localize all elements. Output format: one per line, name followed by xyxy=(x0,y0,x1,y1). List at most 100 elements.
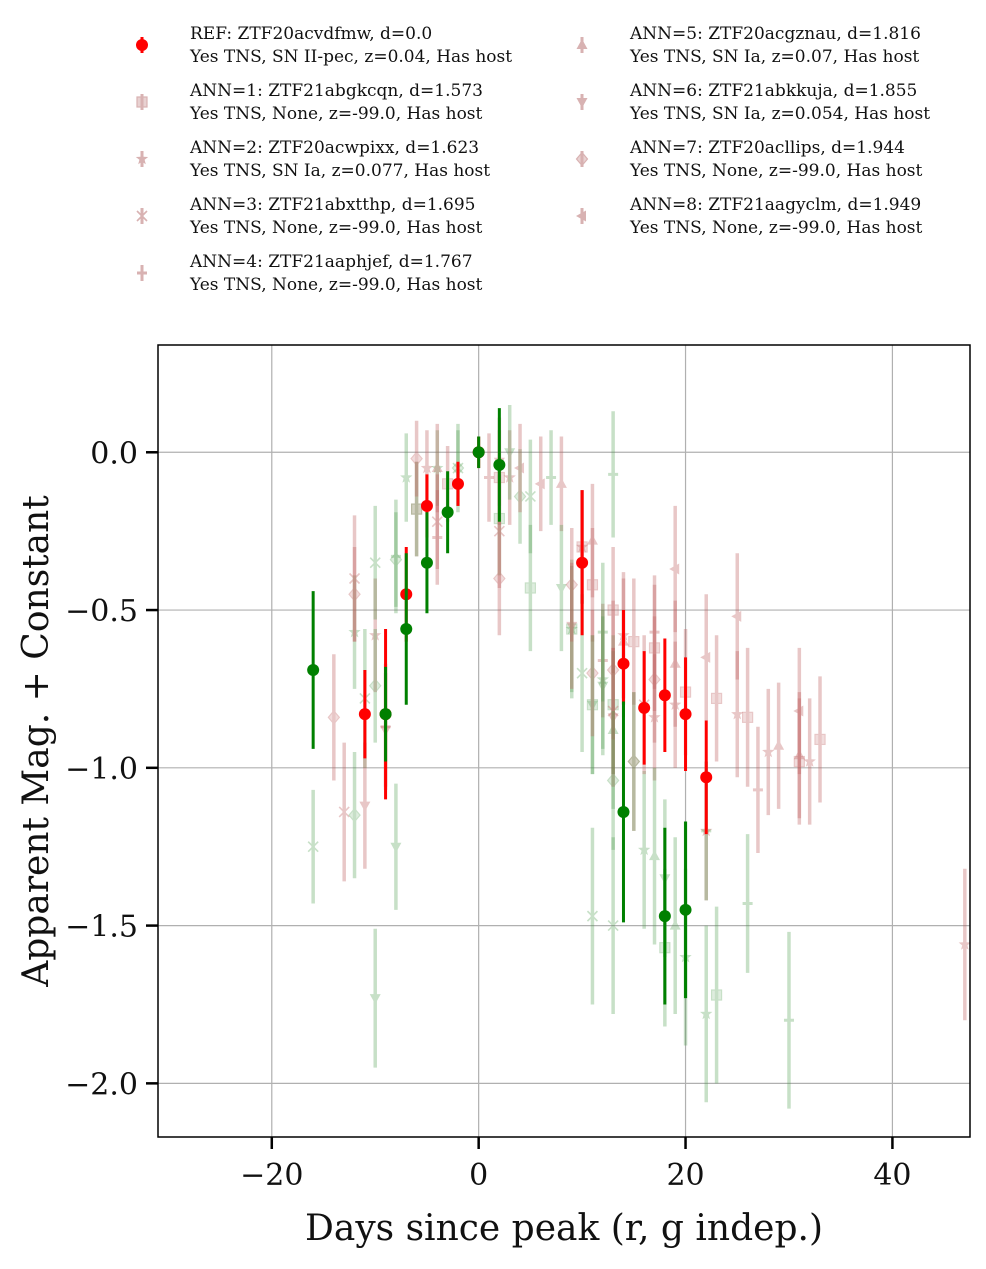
legend-label-line1: ANN=8: ZTF21aagyclm, d=1.949 xyxy=(629,195,921,215)
data-marks xyxy=(307,404,971,1109)
legend-marker-symbol xyxy=(576,39,588,49)
data-point xyxy=(648,710,661,723)
data-point xyxy=(648,672,661,687)
data-point xyxy=(493,571,506,586)
legend-entry: ANN=5: ZTF20acgznau, d=1.816 Yes TNS, SN … xyxy=(576,24,921,67)
legend-marker-symbol xyxy=(136,210,148,222)
data-point xyxy=(327,709,341,725)
legend-marker-symbol xyxy=(136,96,148,108)
legend-marker-symbol xyxy=(576,98,588,108)
data-point xyxy=(649,627,660,638)
legend-label-line2: Yes TNS, None, z=-99.0, Has host xyxy=(189,275,483,295)
data-point xyxy=(576,667,588,679)
y-tick-label: −1.5 xyxy=(65,910,138,945)
data-point xyxy=(410,503,423,515)
data-point xyxy=(400,471,413,483)
data-point xyxy=(607,604,619,616)
data-point xyxy=(638,701,651,714)
legend-marker xyxy=(576,94,588,110)
series-g-band xyxy=(348,430,713,1103)
data-point xyxy=(669,698,682,710)
data-point xyxy=(710,989,723,1001)
data-point xyxy=(524,490,536,503)
data-point xyxy=(348,572,361,585)
data-point xyxy=(410,503,423,515)
data-point xyxy=(513,489,527,504)
data-point xyxy=(431,516,443,528)
data-point xyxy=(503,471,516,483)
x-tick-label: 40 xyxy=(873,1158,911,1193)
x-axis-label: Days since peak (r, g indep.) xyxy=(305,1208,823,1249)
data-point xyxy=(566,623,578,635)
legend-label-line1: ANN=6: ZTF21abkkuja, d=1.855 xyxy=(629,81,917,101)
data-point xyxy=(358,708,371,721)
data-point xyxy=(484,472,495,483)
legend-label-line2: Yes TNS, SN Ia, z=0.077, Has host xyxy=(189,161,490,181)
data-point xyxy=(586,700,598,711)
data-point xyxy=(420,499,433,512)
data-point xyxy=(710,692,723,705)
data-point xyxy=(803,755,816,767)
legend-marker xyxy=(576,208,586,224)
legend-entry: ANN=3: ZTF21abxtthp, d=1.695 Yes TNS, Non… xyxy=(136,195,483,238)
data-point xyxy=(504,448,516,459)
plot-area: −20 0 20 40 0.0 −0.5 −1.0 −1.5 −2.0 xyxy=(65,344,971,1193)
data-point xyxy=(700,771,713,784)
data-point xyxy=(742,898,753,909)
legend-entry: ANN=6: ZTF21abkkuja, d=1.855 Yes TNS, SN … xyxy=(576,81,930,124)
data-point xyxy=(658,910,671,923)
data-point xyxy=(534,478,545,490)
data-point xyxy=(597,681,609,692)
data-point xyxy=(546,472,557,483)
data-point xyxy=(390,551,401,562)
data-point xyxy=(420,461,434,474)
data-point xyxy=(586,665,599,681)
series-r-band xyxy=(358,436,713,835)
data-point xyxy=(338,806,350,818)
plot-frame xyxy=(157,344,971,1138)
legend-label-line2: Yes TNS, None, z=-99.0, Has host xyxy=(189,218,483,238)
data-point xyxy=(389,552,403,567)
legend-entry: ANN=8: ZTF21aagyclm, d=1.949 Yes TNS, Non… xyxy=(576,195,923,238)
data-point xyxy=(597,655,608,666)
data-point xyxy=(472,446,485,459)
legend-label-line2: Yes TNS, None, z=-99.0, Has host xyxy=(189,104,483,124)
data-point xyxy=(441,506,454,519)
data-point xyxy=(608,469,619,480)
data-point xyxy=(493,458,506,471)
data-point xyxy=(607,713,619,724)
data-point xyxy=(555,477,567,488)
data-point xyxy=(576,556,589,569)
data-point xyxy=(555,583,567,594)
legend-marker-symbol xyxy=(576,210,586,222)
data-point xyxy=(369,994,381,1005)
data-point xyxy=(307,664,320,677)
plot-background xyxy=(158,345,970,1137)
data-point xyxy=(793,749,805,760)
data-point xyxy=(390,842,402,853)
legend-marker xyxy=(136,208,148,224)
data-point xyxy=(679,903,692,916)
data-point xyxy=(606,773,620,788)
legend-marker-symbol xyxy=(136,39,148,51)
legend-marker-symbol xyxy=(137,268,147,278)
data-point xyxy=(617,657,630,670)
data-point xyxy=(597,627,608,638)
legend-marker xyxy=(136,94,148,110)
series-r-band xyxy=(514,423,804,775)
data-point xyxy=(566,621,578,632)
legend-marker-symbol xyxy=(575,151,589,167)
data-point xyxy=(700,1007,713,1020)
data-point xyxy=(731,707,744,720)
data-point xyxy=(627,754,641,769)
data-point xyxy=(658,689,671,702)
axis-ticks: −20 0 20 40 0.0 −0.5 −1.0 −1.5 −2.0 xyxy=(65,436,911,1193)
data-point xyxy=(348,807,361,823)
data-point xyxy=(586,699,599,711)
data-point xyxy=(607,705,619,717)
data-point xyxy=(700,651,711,663)
legend-entry: REF: ZTF20acvdfmw, d=0.0 Yes TNS, SN II-p… xyxy=(136,24,512,67)
data-point xyxy=(368,678,382,694)
data-point xyxy=(524,582,536,594)
